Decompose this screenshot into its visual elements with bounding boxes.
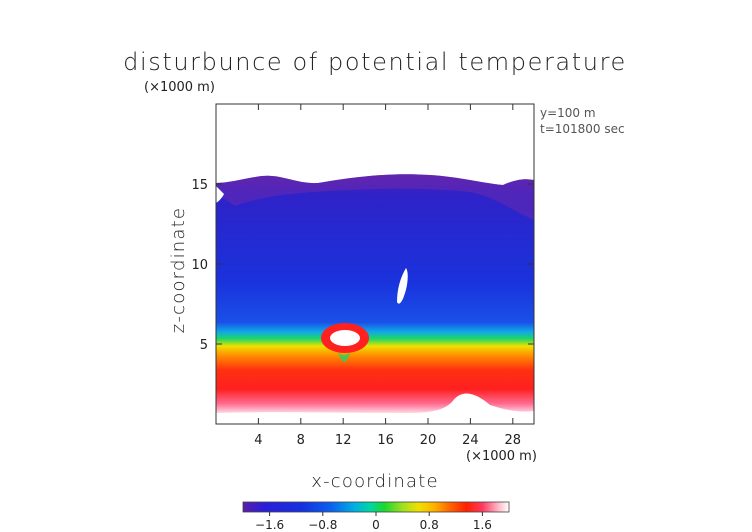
- annotation-time: t=101800 sec: [540, 122, 625, 136]
- terrain-bump: [448, 394, 490, 424]
- heatmap-field: [216, 174, 534, 424]
- x-tick-label: 4: [254, 433, 262, 448]
- x-tick-label: 28: [505, 433, 522, 448]
- top-purple-band: [216, 174, 534, 220]
- colorbar-tick-label: −1.6: [255, 518, 284, 532]
- annotation-y: y=100 m: [540, 106, 596, 120]
- x-tick-label: 20: [420, 433, 437, 448]
- x-tick-label: 16: [377, 433, 394, 448]
- x-tick-label: 12: [335, 433, 352, 448]
- y-tick-label: 5: [200, 338, 208, 353]
- y-axis-title: z-coordinate: [168, 207, 189, 333]
- chart-title: disturbunce of potential temperature: [123, 48, 627, 76]
- colorbar-tick-label: 1.6: [473, 518, 492, 532]
- x-unit-label: (×1000 m): [466, 449, 537, 464]
- colorbar-tick-label: 0.8: [420, 518, 439, 532]
- colorbar-tick-label: 0: [372, 518, 380, 532]
- x-tick-label: 8: [297, 433, 305, 448]
- colorbar-tick-label: −0.8: [308, 518, 337, 532]
- x-axis-ticks: 4 8 12 16 20 24 28: [254, 104, 521, 448]
- field-body: [216, 174, 534, 413]
- title-unit-label: (×1000 m): [144, 80, 215, 95]
- left-purple-notch: [216, 186, 224, 203]
- white-plume: [397, 268, 408, 304]
- x-tick-label: 24: [462, 433, 479, 448]
- y-tick-label: 15: [191, 178, 208, 193]
- colorbar-ticks: −1.6 −0.8 0 0.8 1.6: [255, 512, 492, 532]
- x-axis-title: x-coordinate: [311, 471, 439, 492]
- green-tail: [338, 352, 350, 362]
- warm-anomaly-core: [330, 330, 360, 346]
- y-axis-ticks: 5 10 15: [191, 178, 534, 353]
- y-tick-label: 10: [191, 258, 208, 273]
- colorbar: [242, 501, 510, 513]
